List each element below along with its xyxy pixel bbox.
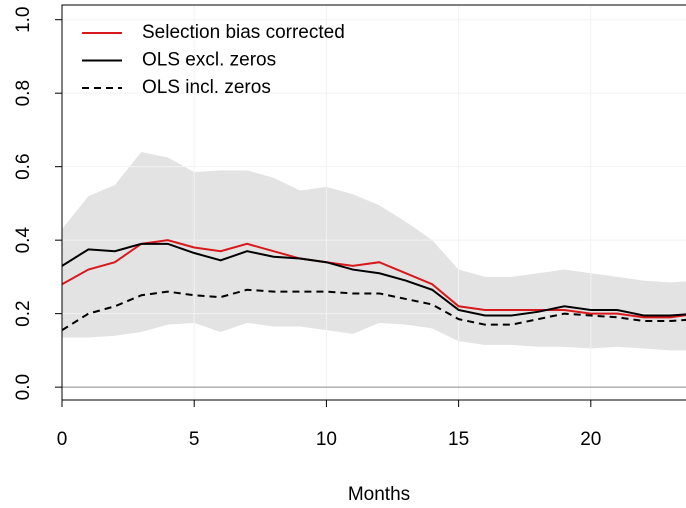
legend-label: Selection bias corrected bbox=[142, 22, 345, 43]
y-tick-label: 0.6 bbox=[13, 153, 34, 179]
y-tick-label: 1.0 bbox=[13, 6, 34, 32]
x-tick-label: 10 bbox=[316, 429, 337, 450]
y-tick-label: 0.2 bbox=[13, 300, 34, 326]
legend-label: OLS excl. zeros bbox=[142, 50, 276, 71]
confidence-band bbox=[62, 151, 686, 351]
series-line bbox=[62, 242, 686, 317]
y-tick-label: 0.4 bbox=[13, 227, 34, 254]
y-tick-label: 0.0 bbox=[13, 374, 34, 400]
x-tick-label: 5 bbox=[189, 429, 200, 450]
series-line bbox=[62, 239, 686, 319]
x-tick-label: 0 bbox=[57, 429, 68, 450]
y-tick-label: 0.8 bbox=[13, 80, 34, 106]
plot-frame bbox=[61, 4, 686, 401]
x-tick-label: 15 bbox=[448, 429, 469, 450]
plot-area bbox=[62, 5, 686, 400]
x-axis-label: Months bbox=[348, 484, 410, 505]
x-tick-label: 20 bbox=[580, 429, 601, 450]
legend-label: OLS incl. zeros bbox=[142, 77, 271, 98]
series-line bbox=[62, 288, 686, 332]
